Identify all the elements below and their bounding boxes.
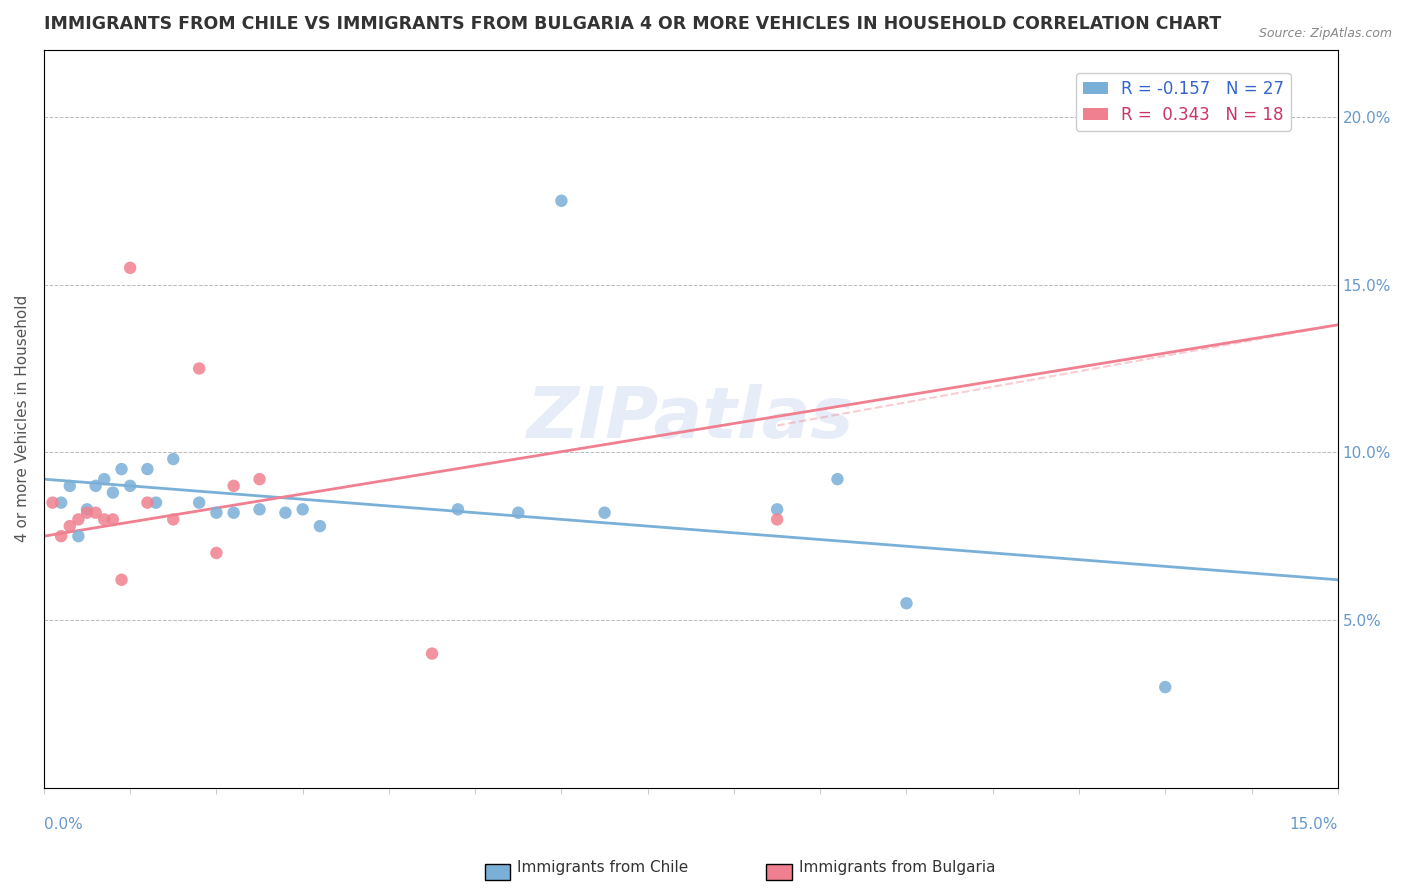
- Point: [59, 479, 82, 493]
- Point: [249, 472, 271, 486]
- Point: [110, 462, 132, 476]
- Point: [420, 647, 443, 661]
- Text: Immigrants from Chile: Immigrants from Chile: [517, 861, 689, 875]
- Point: [41, 495, 63, 509]
- Point: [550, 194, 572, 208]
- Point: [593, 506, 616, 520]
- Point: [222, 506, 245, 520]
- Point: [120, 260, 142, 275]
- Point: [205, 546, 228, 560]
- Point: [84, 479, 107, 493]
- Point: [49, 495, 72, 509]
- Y-axis label: 4 or more Vehicles in Household: 4 or more Vehicles in Household: [15, 295, 30, 542]
- Text: Immigrants from Bulgaria: Immigrants from Bulgaria: [799, 861, 995, 875]
- Text: Source: ZipAtlas.com: Source: ZipAtlas.com: [1258, 27, 1392, 40]
- Point: [136, 495, 159, 509]
- Point: [162, 512, 184, 526]
- Point: [827, 472, 849, 486]
- Point: [49, 529, 72, 543]
- Point: [120, 479, 142, 493]
- Point: [76, 506, 98, 520]
- Text: IMMIGRANTS FROM CHILE VS IMMIGRANTS FROM BULGARIA 4 OR MORE VEHICLES IN HOUSEHOL: IMMIGRANTS FROM CHILE VS IMMIGRANTS FROM…: [44, 15, 1222, 33]
- Point: [205, 506, 228, 520]
- Point: [145, 495, 167, 509]
- Text: 15.0%: 15.0%: [1289, 817, 1337, 832]
- Point: [766, 512, 789, 526]
- Point: [110, 573, 132, 587]
- Point: [67, 512, 90, 526]
- Point: [309, 519, 332, 533]
- Point: [291, 502, 314, 516]
- Point: [1154, 680, 1177, 694]
- Point: [188, 495, 211, 509]
- Point: [93, 472, 115, 486]
- Point: [249, 502, 271, 516]
- Point: [101, 485, 124, 500]
- Point: [67, 529, 90, 543]
- Point: [222, 479, 245, 493]
- Point: [101, 512, 124, 526]
- Point: [59, 519, 82, 533]
- Point: [766, 502, 789, 516]
- Point: [136, 462, 159, 476]
- Point: [162, 452, 184, 467]
- Point: [84, 506, 107, 520]
- Point: [93, 512, 115, 526]
- Point: [274, 506, 297, 520]
- Legend: R = -0.157   N = 27, R =  0.343   N = 18: R = -0.157 N = 27, R = 0.343 N = 18: [1076, 73, 1291, 130]
- Point: [896, 596, 918, 610]
- Text: ZIPatlas: ZIPatlas: [527, 384, 855, 453]
- Text: 0.0%: 0.0%: [44, 817, 83, 832]
- Point: [508, 506, 530, 520]
- Point: [188, 361, 211, 376]
- Point: [76, 502, 98, 516]
- Point: [447, 502, 470, 516]
